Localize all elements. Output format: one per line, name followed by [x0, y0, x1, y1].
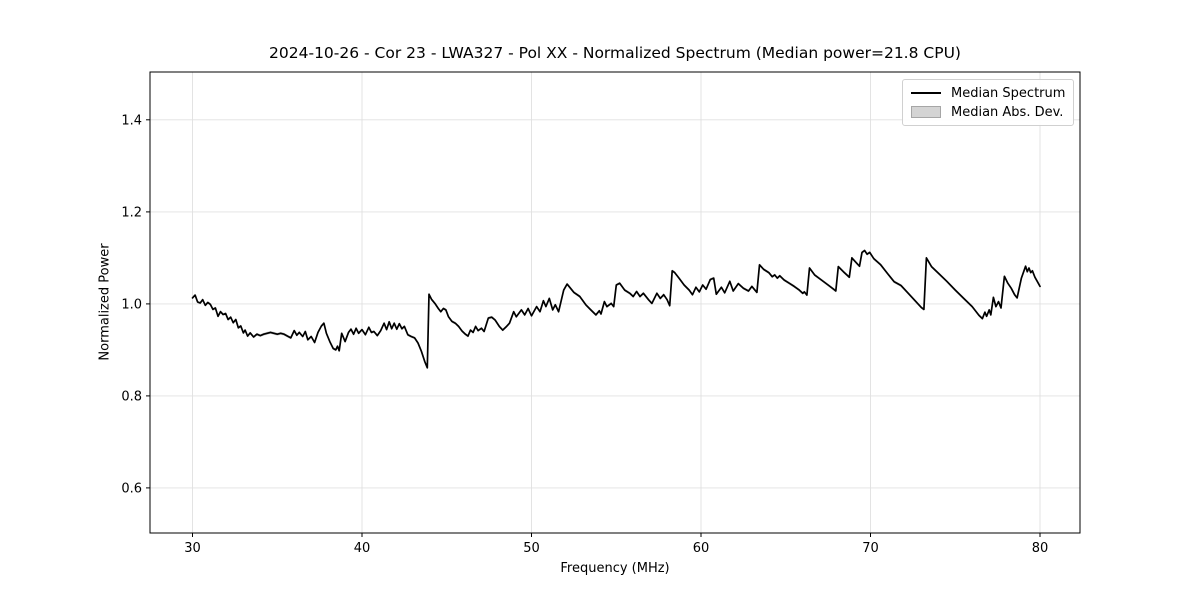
x-tick-label: 50	[523, 541, 540, 556]
x-tick-label: 30	[184, 541, 201, 556]
y-tick-label: 1.2	[121, 205, 142, 220]
legend: Median Spectrum Median Abs. Dev.	[902, 79, 1074, 126]
legend-label-median-spectrum: Median Spectrum	[951, 85, 1066, 101]
median-abs-dev-patch-swatch	[911, 106, 941, 118]
y-tick-label: 1.4	[121, 113, 142, 128]
x-tick-label: 40	[354, 541, 371, 556]
chart-title: 2024-10-26 - Cor 23 - LWA327 - Pol XX - …	[269, 44, 961, 62]
x-axis-label: Frequency (MHz)	[560, 561, 670, 576]
x-tick-label: 80	[1032, 541, 1049, 556]
legend-item-median-spectrum: Median Spectrum	[911, 84, 1065, 102]
y-axis-label: Normalized Power	[97, 243, 113, 361]
y-tick-label: 0.6	[121, 481, 142, 496]
median-abs-dev-band	[192, 249, 1040, 370]
y-tick-label: 0.8	[121, 389, 142, 404]
x-tick-label: 70	[862, 541, 879, 556]
median-spectrum-line-swatch	[911, 92, 941, 94]
median-spectrum-line	[191, 249, 1041, 369]
axes-spines	[149, 71, 1081, 534]
y-tick-label: 1.0	[121, 297, 142, 312]
x-tick-label: 60	[693, 541, 710, 556]
legend-label-median-abs-dev: Median Abs. Dev.	[951, 104, 1064, 120]
legend-item-median-abs-dev: Median Abs. Dev.	[911, 103, 1065, 121]
